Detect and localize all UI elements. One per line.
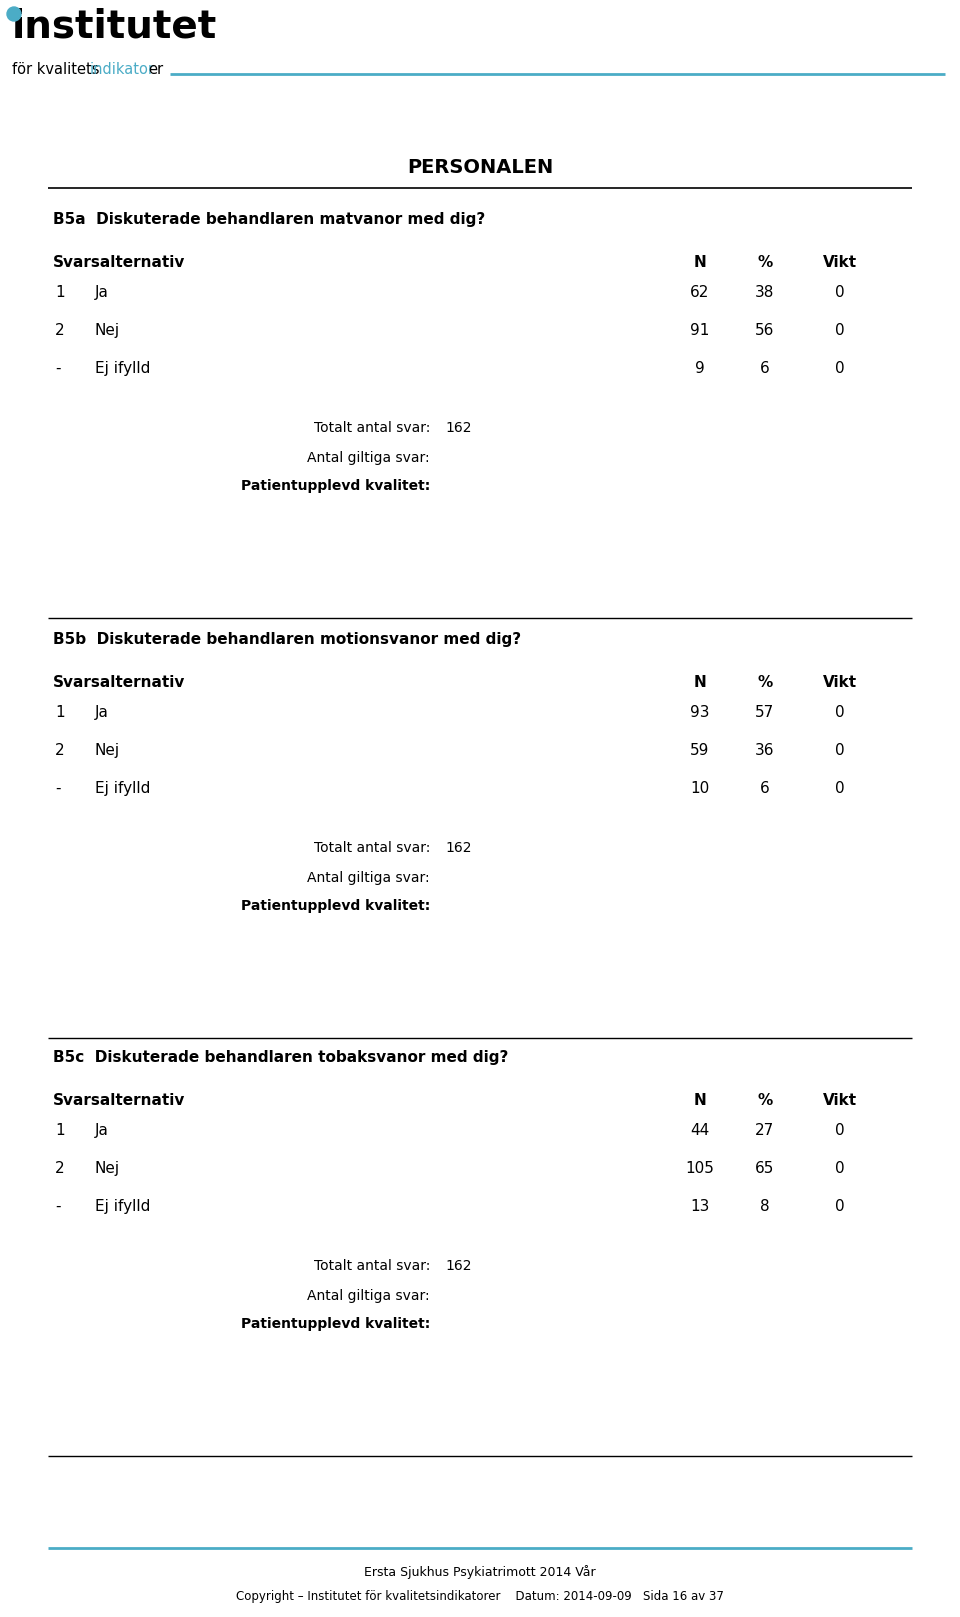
Text: 0: 0 [835,323,845,338]
Text: Copyright – Institutet för kvalitetsindikatorer    Datum: 2014-09-09   Sida 16 a: Copyright – Institutet för kvalitetsindi… [236,1590,724,1602]
Text: B5c  Diskuterade behandlaren tobaksvanor med dig?: B5c Diskuterade behandlaren tobaksvanor … [53,1049,509,1066]
Text: 9: 9 [695,361,705,377]
Text: Patientupplevd kvalitet:: Patientupplevd kvalitet: [241,479,430,493]
Text: -: - [55,361,60,377]
Text: PERSONALEN: PERSONALEN [407,158,553,176]
Text: 0: 0 [835,1161,845,1176]
Text: %: % [757,1093,773,1108]
Text: institutet: institutet [12,8,217,45]
Text: 93: 93 [690,705,709,720]
Text: Totalt antal svar:: Totalt antal svar: [314,1260,430,1273]
Text: 1: 1 [55,705,64,720]
Text: 6: 6 [760,361,770,377]
Text: Vikt: Vikt [823,674,857,690]
Text: N: N [694,255,707,270]
Text: -: - [55,1198,60,1214]
Text: 56: 56 [756,323,775,338]
Text: Nej: Nej [95,1161,120,1176]
Text: Ej ifylld: Ej ifylld [95,361,151,377]
Text: 38: 38 [756,285,775,301]
Text: 162: 162 [445,1260,471,1273]
Text: %: % [757,674,773,690]
Text: Patientupplevd kvalitet:: Patientupplevd kvalitet: [241,899,430,914]
Text: Antal giltiga svar:: Antal giltiga svar: [307,872,430,884]
Text: Totalt antal svar:: Totalt antal svar: [314,841,430,855]
Text: 0: 0 [835,781,845,796]
Text: Svarsalternativ: Svarsalternativ [53,255,185,270]
Text: 0: 0 [835,1198,845,1214]
Text: %: % [757,255,773,270]
Text: Totalt antal svar:: Totalt antal svar: [314,420,430,435]
Text: er: er [148,61,163,78]
Text: 6: 6 [760,781,770,796]
Text: 65: 65 [756,1161,775,1176]
Text: Svarsalternativ: Svarsalternativ [53,674,185,690]
Text: 0: 0 [835,1122,845,1138]
Text: Ej ifylld: Ej ifylld [95,781,151,796]
Text: B5a  Diskuterade behandlaren matvanor med dig?: B5a Diskuterade behandlaren matvanor med… [53,212,485,226]
Circle shape [7,6,21,21]
Text: N: N [694,1093,707,1108]
Text: N: N [694,674,707,690]
Text: Vikt: Vikt [823,255,857,270]
Text: Ja: Ja [95,705,108,720]
Text: Svarsalternativ: Svarsalternativ [53,1093,185,1108]
Text: Ja: Ja [95,285,108,301]
Text: 2: 2 [55,1161,64,1176]
Text: Ersta Sjukhus Psykiatrimott 2014 Vår: Ersta Sjukhus Psykiatrimott 2014 Vår [364,1565,596,1578]
Text: för kvalitets: för kvalitets [12,61,100,78]
Text: 0: 0 [835,361,845,377]
Text: 91: 91 [690,323,709,338]
Text: Nej: Nej [95,323,120,338]
Text: 105: 105 [685,1161,714,1176]
Text: 1: 1 [55,1122,64,1138]
Text: 1: 1 [55,285,64,301]
Text: indikator: indikator [90,61,155,78]
Text: Ja: Ja [95,1122,108,1138]
Text: Antal giltiga svar:: Antal giltiga svar: [307,1289,430,1303]
Text: 162: 162 [445,841,471,855]
Text: Nej: Nej [95,742,120,758]
Text: 62: 62 [690,285,709,301]
Text: 59: 59 [690,742,709,758]
Text: Patientupplevd kvalitet:: Patientupplevd kvalitet: [241,1316,430,1331]
Text: 162: 162 [445,420,471,435]
Text: 27: 27 [756,1122,775,1138]
Text: 8: 8 [760,1198,770,1214]
Text: Ej ifylld: Ej ifylld [95,1198,151,1214]
Text: 57: 57 [756,705,775,720]
Text: Vikt: Vikt [823,1093,857,1108]
Text: 10: 10 [690,781,709,796]
Text: 0: 0 [835,705,845,720]
Text: B5b  Diskuterade behandlaren motionsvanor med dig?: B5b Diskuterade behandlaren motionsvanor… [53,632,521,647]
Text: 2: 2 [55,323,64,338]
Text: 13: 13 [690,1198,709,1214]
Text: 2: 2 [55,742,64,758]
Text: 0: 0 [835,742,845,758]
Text: 0: 0 [835,285,845,301]
Text: Antal giltiga svar:: Antal giltiga svar: [307,451,430,466]
Text: 44: 44 [690,1122,709,1138]
Text: -: - [55,781,60,796]
Text: 36: 36 [756,742,775,758]
